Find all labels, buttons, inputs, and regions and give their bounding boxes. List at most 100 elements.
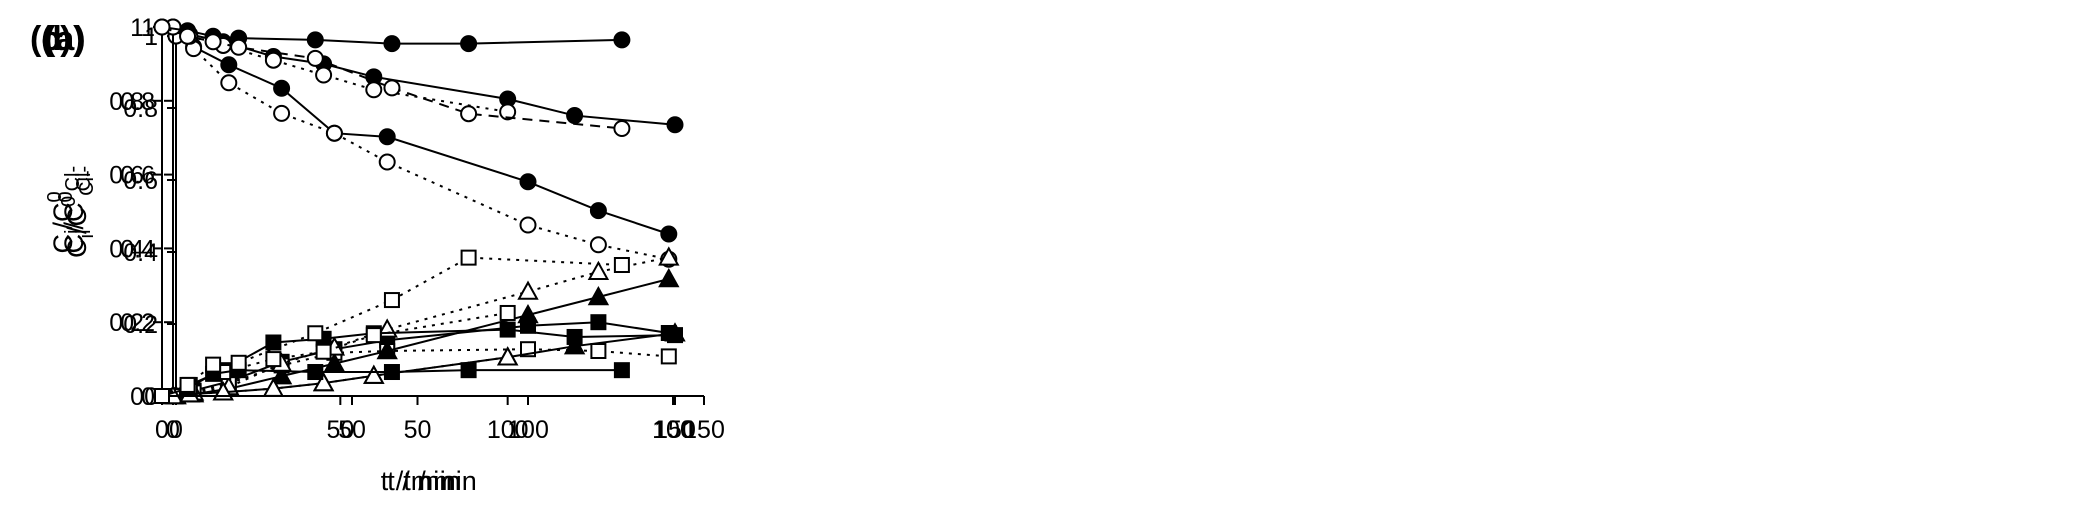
data-point-triangle: [587, 260, 610, 280]
data-point-square: [383, 292, 400, 309]
x-tick-label: 50: [404, 416, 432, 444]
data-point-circle: [613, 119, 631, 137]
x-tick-label: 50: [326, 416, 354, 444]
data-point-circle: [519, 216, 537, 234]
x-axis-label: t / min: [381, 466, 455, 496]
data-point-circle: [220, 74, 238, 92]
series-open-square: [154, 249, 630, 404]
data-point-circle: [153, 18, 171, 36]
y-axis-label-part: i: [76, 234, 98, 238]
data-point-circle: [378, 153, 396, 171]
data-point-square: [365, 327, 382, 344]
x-tick-label: 0: [166, 416, 180, 444]
data-point-circle: [666, 116, 684, 134]
data-point-triangle: [496, 346, 519, 366]
y-tick-label: 0.6: [120, 162, 155, 190]
panel-c: 0 50 100 0 0.2 0.4 0.6 0.8 1 t / min Ci/C0Cl- (c): [30, 0, 2082, 507]
panel-label: (a): [44, 20, 86, 58]
y-axis-label-part: i: [62, 230, 84, 234]
data-point-circle: [273, 79, 291, 97]
data-point-circle: [204, 33, 222, 51]
data-point-square: [613, 257, 630, 274]
data-point-square: [265, 351, 282, 368]
y-tick-label: 0.8: [120, 88, 155, 116]
data-point-circle: [220, 56, 238, 74]
data-point-square: [265, 334, 282, 351]
y-tick-label: 0: [141, 383, 155, 411]
y-axis-label-part: C: [62, 239, 92, 259]
data-point-triangle: [658, 246, 680, 266]
panel-label: (c): [30, 20, 72, 58]
data-point-square: [179, 376, 196, 393]
x-tick-label: 150: [654, 416, 696, 444]
data-point-circle: [499, 103, 517, 121]
data-point-square: [460, 249, 477, 266]
data-point-square: [230, 354, 247, 371]
x-axis-label: t / min: [403, 466, 477, 496]
data-point-square: [613, 362, 630, 379]
series-line: [175, 35, 670, 261]
x-tick-label: 0: [169, 416, 183, 444]
data-point-circle: [179, 27, 197, 45]
y-tick-label: 1: [141, 14, 155, 42]
y-tick-label: 0.8: [109, 88, 144, 116]
data-point-circle: [230, 38, 248, 56]
series-line: [175, 321, 669, 397]
x-tick-label: 50: [338, 416, 366, 444]
data-point-circle: [264, 51, 282, 69]
y-tick-label: 0.2: [109, 309, 144, 337]
data-point-circle: [460, 105, 478, 123]
data-point-triangle: [363, 364, 385, 384]
y-axis-label-part: Cl-: [62, 166, 84, 192]
data-point-circle: [306, 31, 324, 49]
y-axis-label-part: Cl-: [76, 170, 98, 196]
y-tick-label: 1: [130, 14, 144, 42]
data-point-square: [154, 388, 170, 404]
y-axis-label-part: C: [59, 234, 89, 254]
data-point-square: [660, 348, 677, 365]
x-tick-label: 150: [683, 416, 725, 444]
data-point-square: [590, 343, 607, 359]
data-point-triangle: [323, 352, 346, 372]
data-point-square: [499, 321, 516, 338]
data-point-triangle: [587, 285, 610, 306]
series-line: [161, 256, 622, 397]
y-axis-label: Ci/C0Cl-: [55, 166, 95, 254]
series-line: [175, 256, 670, 397]
data-point-circle: [325, 124, 343, 142]
series-line: [161, 26, 622, 130]
y-axis-label-part: 0: [58, 196, 80, 207]
series-open-triangle: [162, 346, 519, 405]
x-tick-label: 100: [487, 416, 529, 444]
y-tick-label: 0.8: [123, 95, 158, 123]
data-point-circle: [315, 66, 333, 84]
data-point-triangle: [312, 372, 335, 392]
series-open-circle: [153, 18, 631, 137]
data-point-circle: [378, 128, 396, 146]
y-tick-label: 0: [130, 383, 144, 411]
y-axis-label-part: /C: [59, 203, 89, 230]
x-tick-label: 0: [155, 416, 169, 444]
data-point-triangle: [270, 365, 293, 385]
y-tick-label: 0.4: [123, 239, 158, 267]
data-point-circle: [589, 236, 607, 254]
y-tick-label: 0.4: [120, 235, 155, 263]
data-point-triangle: [563, 335, 586, 355]
data-point-circle: [365, 81, 383, 99]
y-axis-label-part: 0: [55, 191, 77, 202]
y-tick-label: 0.2: [123, 311, 158, 339]
data-point-square: [307, 364, 324, 381]
data-point-triangle: [664, 322, 686, 342]
data-point-circle: [383, 35, 401, 53]
data-point-circle: [273, 104, 291, 122]
y-tick-label: 0.4: [109, 235, 144, 263]
data-point-circle: [613, 31, 631, 49]
data-point-circle: [566, 107, 584, 125]
x-axis-label: t / min: [387, 466, 461, 496]
data-point-circle: [660, 225, 678, 243]
panel-b: 0 50 100 150 0 0.2 0.4 0.6 0.8 1 t / min Ci/C0Cl- (b…: [41, 0, 1388, 507]
data-point-circle: [519, 173, 537, 191]
y-tick-label: 0.6: [109, 162, 144, 190]
